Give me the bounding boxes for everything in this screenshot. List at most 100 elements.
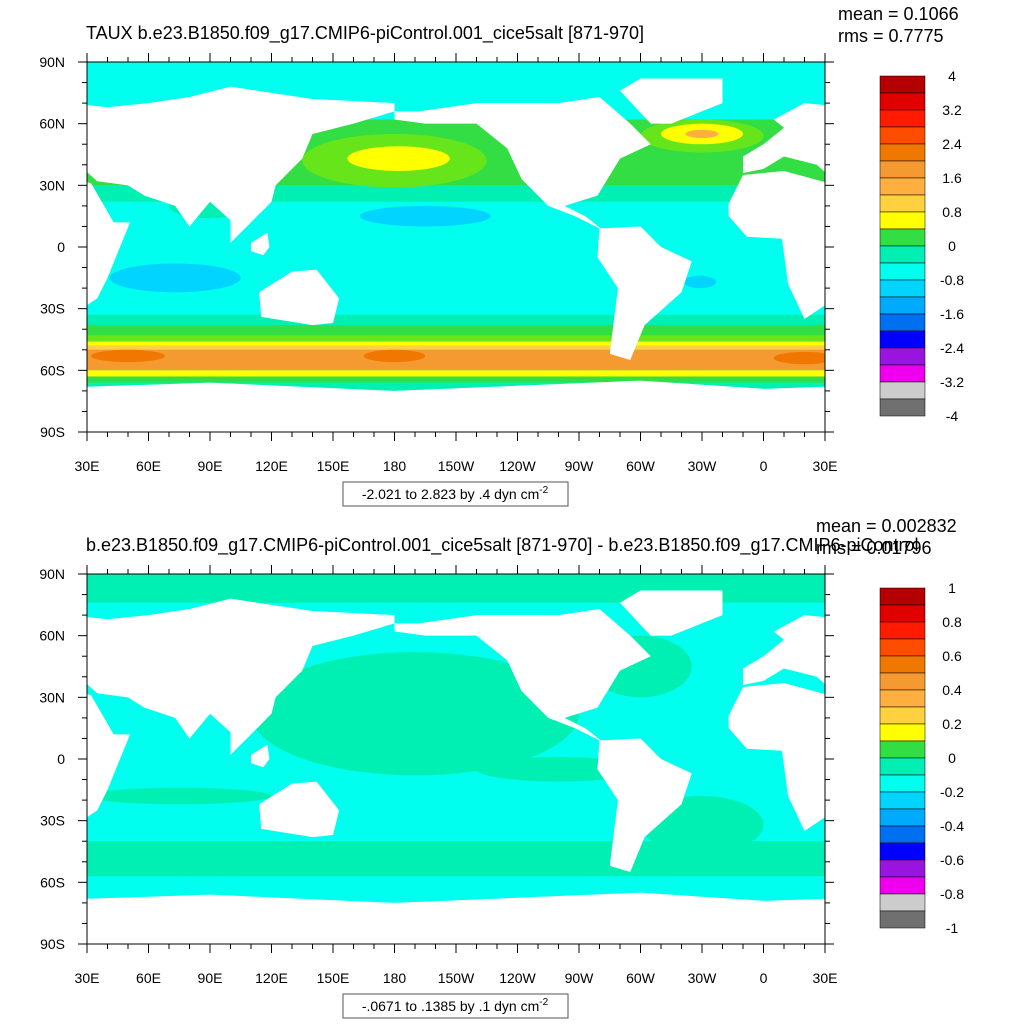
land bbox=[251, 232, 270, 256]
lat-label: 90S bbox=[40, 936, 65, 952]
contour-region bbox=[87, 787, 272, 805]
contour-region bbox=[363, 349, 426, 363]
colorbar-label: -1 bbox=[946, 920, 959, 936]
colorbar-label: -4 bbox=[946, 408, 959, 424]
colorbar-box bbox=[879, 621, 926, 640]
colorbar-box bbox=[879, 672, 926, 691]
panel-title: TAUX b.e23.B1850.f09_g17.CMIP6-piControl… bbox=[86, 23, 644, 44]
colorbar-box bbox=[879, 757, 926, 776]
lon-label: 150E bbox=[317, 970, 350, 986]
colorbar-label: 0.8 bbox=[942, 614, 962, 630]
contour-band bbox=[87, 335, 825, 342]
colorbar-box bbox=[879, 92, 926, 111]
colorbar-box bbox=[879, 791, 926, 810]
lon-label: 90E bbox=[198, 970, 223, 986]
lon-label: 90W bbox=[565, 458, 595, 474]
caption: -.0671 to .1385 by .1 dyn cm-2 bbox=[362, 997, 549, 1014]
land bbox=[394, 96, 651, 231]
contour-region bbox=[773, 351, 825, 365]
contour-band bbox=[87, 345, 825, 350]
colorbar-box bbox=[879, 723, 926, 742]
lat-label: 60N bbox=[39, 116, 65, 132]
colorbar-box bbox=[879, 808, 926, 827]
contour-band bbox=[87, 376, 825, 383]
colorbar-box bbox=[879, 893, 926, 912]
colorbar-label: -0.2 bbox=[940, 784, 964, 800]
lat-label: 90N bbox=[39, 54, 65, 70]
colorbar-label: -0.6 bbox=[940, 852, 964, 868]
colorbar-label: 0.8 bbox=[942, 204, 962, 220]
lat-label: 0 bbox=[57, 751, 65, 767]
colorbar-box bbox=[879, 109, 926, 128]
colorbar-box bbox=[879, 859, 926, 878]
lon-label: 120W bbox=[499, 458, 536, 474]
lon-label: 30E bbox=[75, 970, 100, 986]
lon-label: 120E bbox=[255, 970, 288, 986]
colorbar-label: -1.6 bbox=[940, 306, 964, 322]
colorbar-box bbox=[879, 364, 926, 383]
colorbar-box bbox=[879, 245, 926, 264]
lon-label: 30W bbox=[688, 970, 718, 986]
land bbox=[728, 682, 825, 831]
colorbar-label: 0 bbox=[948, 238, 956, 254]
contour-band bbox=[87, 314, 825, 326]
rms-label: rms = 0.7775 bbox=[838, 26, 944, 46]
colorbar-label: -2.4 bbox=[940, 340, 964, 356]
map-field bbox=[87, 62, 1024, 432]
caption-text: -.0671 to .1385 by .1 dyn cm bbox=[362, 998, 539, 1014]
land bbox=[997, 270, 1024, 326]
colorbar-box bbox=[879, 604, 926, 623]
contour-band bbox=[87, 370, 825, 377]
contour-region bbox=[683, 275, 717, 289]
colorbar-box bbox=[879, 381, 926, 400]
colorbar-label: 4 bbox=[948, 68, 956, 84]
colorbar-box bbox=[879, 143, 926, 162]
panel-title: b.e23.B1850.f09_g17.CMIP6-piControl.001_… bbox=[86, 535, 919, 556]
contour-region bbox=[109, 263, 241, 293]
land bbox=[620, 590, 723, 636]
colorbar-box bbox=[879, 126, 926, 145]
land bbox=[620, 78, 723, 124]
mean-label: mean = 0.1066 bbox=[838, 4, 959, 24]
colorbar-label: 0 bbox=[948, 750, 956, 766]
land bbox=[743, 103, 825, 173]
land bbox=[728, 170, 825, 319]
contour-band bbox=[87, 349, 825, 371]
caption-box bbox=[342, 993, 569, 1019]
land bbox=[597, 226, 692, 361]
colorbar-box bbox=[879, 279, 926, 298]
colorbar-label: -0.4 bbox=[940, 818, 964, 834]
lon-label: 150W bbox=[438, 970, 475, 986]
colorbar-label: -0.8 bbox=[940, 886, 964, 902]
polar-mask bbox=[87, 907, 825, 944]
lon-label: 90E bbox=[198, 458, 223, 474]
colorbar-box bbox=[879, 194, 926, 213]
colorbar-box bbox=[879, 689, 926, 708]
contour-region bbox=[15, 714, 77, 763]
lon-label: 60E bbox=[136, 970, 161, 986]
colorbar-box bbox=[879, 587, 926, 606]
colorbar-box bbox=[879, 347, 926, 366]
lat-label: 90N bbox=[39, 566, 65, 582]
contour-region bbox=[251, 652, 579, 776]
lon-label: 150W bbox=[438, 458, 475, 474]
colorbar-box bbox=[879, 228, 926, 247]
contour-region bbox=[685, 129, 719, 139]
land bbox=[87, 694, 131, 818]
lon-label: 60W bbox=[626, 458, 656, 474]
colorbar-label: 3.2 bbox=[942, 102, 962, 118]
colorbar-box bbox=[879, 330, 926, 349]
contour-region bbox=[347, 146, 450, 171]
colorbar-box bbox=[879, 313, 926, 332]
lon-label: 60W bbox=[626, 970, 656, 986]
colorbar-label: 1.6 bbox=[942, 170, 962, 186]
land bbox=[597, 738, 692, 873]
colorbar-box bbox=[879, 160, 926, 179]
land bbox=[259, 781, 340, 838]
land bbox=[87, 86, 395, 243]
colorbar-box bbox=[879, 262, 926, 281]
colorbar-box bbox=[879, 774, 926, 793]
lon-label: 30E bbox=[813, 458, 838, 474]
lon-label: 0 bbox=[760, 458, 768, 474]
colorbar-box bbox=[879, 638, 926, 657]
